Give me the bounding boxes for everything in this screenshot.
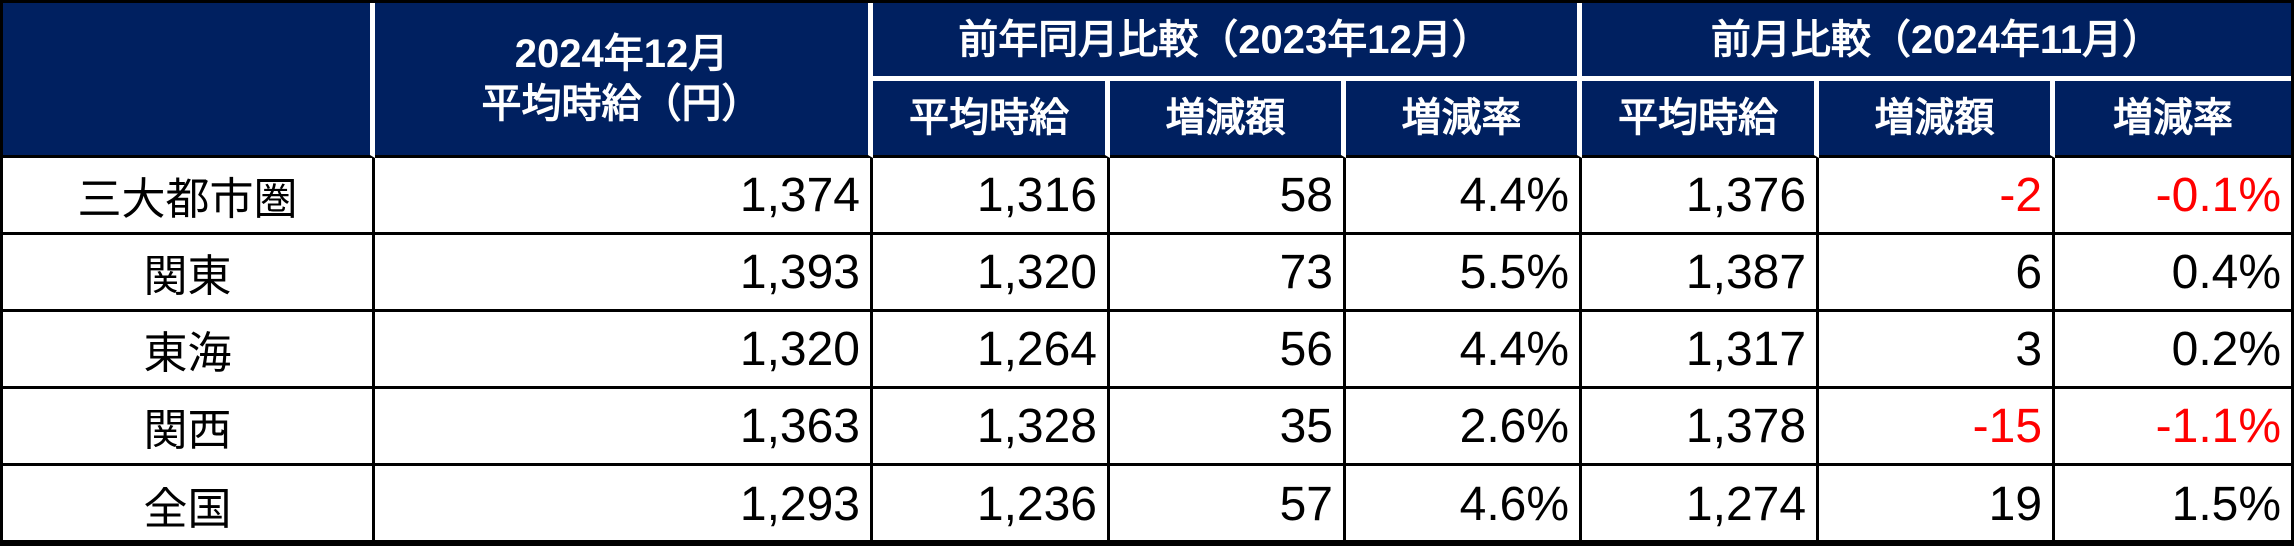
region-cell: 三大都市圏 bbox=[3, 158, 375, 235]
mom-avg-cell: 1,378 bbox=[1582, 389, 1820, 466]
region-cell: 東海 bbox=[3, 312, 375, 389]
table-row: 全国 1,293 1,236 57 4.6% 1,274 19 1.5% bbox=[3, 466, 2291, 540]
yoy-diff-cell: 73 bbox=[1110, 235, 1346, 312]
yoy-avg-header: 平均時給 bbox=[873, 81, 1110, 158]
mom-diff-cell: 6 bbox=[1819, 235, 2056, 312]
yoy-diff-cell: 58 bbox=[1110, 158, 1346, 235]
current-avg-cell: 1,293 bbox=[375, 466, 873, 540]
mom-avg-cell: 1,387 bbox=[1582, 235, 1820, 312]
region-cell: 全国 bbox=[3, 466, 375, 540]
current-avg-cell: 1,363 bbox=[375, 389, 873, 466]
yoy-diff-cell: 56 bbox=[1110, 312, 1346, 389]
table-body: 三大都市圏 1,374 1,316 58 4.4% 1,376 -2 -0.1%… bbox=[3, 158, 2291, 540]
mom-diff-header: 増減額 bbox=[1819, 81, 2056, 158]
yoy-rate-cell: 5.5% bbox=[1346, 235, 1583, 312]
mom-avg-cell: 1,317 bbox=[1582, 312, 1820, 389]
table-row: 三大都市圏 1,374 1,316 58 4.4% 1,376 -2 -0.1% bbox=[3, 158, 2291, 235]
mom-avg-cell: 1,274 bbox=[1582, 466, 1820, 540]
region-cell: 関東 bbox=[3, 235, 375, 312]
current-avg-cell: 1,320 bbox=[375, 312, 873, 389]
yoy-rate-cell: 4.6% bbox=[1346, 466, 1583, 540]
yoy-rate-cell: 4.4% bbox=[1346, 312, 1583, 389]
header-group-row: 2024年12月 平均時給（円） 前年同月比較（2023年12月） 前月比較（2… bbox=[3, 3, 2291, 158]
mom-diff-cell: -15 bbox=[1819, 389, 2056, 466]
mom-rate-cell: -1.1% bbox=[2055, 389, 2291, 466]
yoy-diff-cell: 57 bbox=[1110, 466, 1346, 540]
current-avg-cell: 1,393 bbox=[375, 235, 873, 312]
mom-rate-cell: 0.2% bbox=[2055, 312, 2291, 389]
current-month-header: 2024年12月 平均時給（円） bbox=[375, 3, 873, 158]
yoy-rate-cell: 2.6% bbox=[1346, 389, 1583, 466]
mom-rate-header: 増減率 bbox=[2055, 81, 2291, 158]
yoy-avg-cell: 1,236 bbox=[873, 466, 1110, 540]
mom-rate-cell: 1.5% bbox=[2055, 466, 2291, 540]
current-month-line2: 平均時給（円） bbox=[481, 82, 762, 126]
yoy-avg-cell: 1,316 bbox=[873, 158, 1110, 235]
yoy-rate-cell: 4.4% bbox=[1346, 158, 1583, 235]
yoy-rate-header: 増減率 bbox=[1346, 81, 1583, 158]
mom-diff-cell: -2 bbox=[1819, 158, 2056, 235]
yoy-diff-cell: 35 bbox=[1110, 389, 1346, 466]
header-sub-row: 平均時給 増減額 増減率 平均時給 増減額 増減率 bbox=[3, 81, 2291, 158]
mom-diff-cell: 19 bbox=[1819, 466, 2056, 540]
yoy-group-header: 前年同月比較（2023年12月） bbox=[873, 3, 1583, 81]
table-row: 東海 1,320 1,264 56 4.4% 1,317 3 0.2% bbox=[3, 312, 2291, 389]
yoy-diff-header: 増減額 bbox=[1110, 81, 1346, 158]
table-row: 関西 1,363 1,328 35 2.6% 1,378 -15 -1.1% bbox=[3, 389, 2291, 466]
region-cell: 関西 bbox=[3, 389, 375, 466]
table-header: 2024年12月 平均時給（円） 前年同月比較（2023年12月） 前月比較（2… bbox=[3, 3, 2291, 158]
yoy-avg-cell: 1,320 bbox=[873, 235, 1110, 312]
mom-avg-cell: 1,376 bbox=[1582, 158, 1820, 235]
corner-cell bbox=[3, 3, 375, 158]
wage-table: 2024年12月 平均時給（円） 前年同月比較（2023年12月） 前月比較（2… bbox=[3, 3, 2291, 540]
mom-group-header: 前月比較（2024年11月） bbox=[1582, 3, 2291, 81]
mom-diff-cell: 3 bbox=[1819, 312, 2056, 389]
yoy-avg-cell: 1,328 bbox=[873, 389, 1110, 466]
current-avg-cell: 1,374 bbox=[375, 158, 873, 235]
yoy-avg-cell: 1,264 bbox=[873, 312, 1110, 389]
mom-rate-cell: 0.4% bbox=[2055, 235, 2291, 312]
table-row: 関東 1,393 1,320 73 5.5% 1,387 6 0.4% bbox=[3, 235, 2291, 312]
mom-avg-header: 平均時給 bbox=[1582, 81, 1820, 158]
current-month-line1: 2024年12月 bbox=[514, 32, 729, 76]
mom-rate-cell: -0.1% bbox=[2055, 158, 2291, 235]
